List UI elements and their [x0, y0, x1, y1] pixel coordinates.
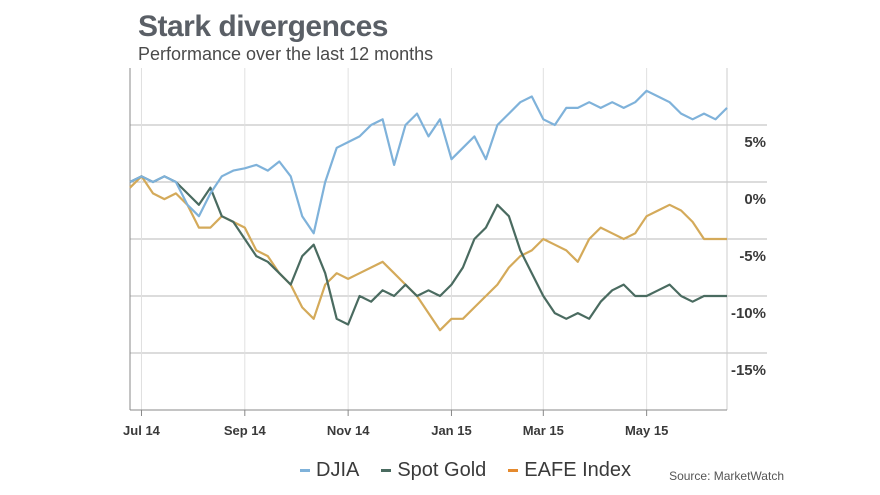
x-tick-label-4: Mar 15 — [523, 423, 564, 438]
legend-label-djia: DJIA — [316, 459, 360, 481]
chart-subtitle: Performance over the last 12 months — [138, 44, 434, 64]
x-tick-label-5: May 15 — [625, 423, 668, 438]
gridlines — [130, 68, 767, 410]
legend: DJIA Spot Gold EAFE Index — [300, 459, 631, 482]
legend-swatch-eafe-index — [508, 469, 519, 472]
legend-item-spot-gold[interactable]: Spot Gold — [381, 459, 486, 482]
legend-swatch-spot-gold — [381, 469, 392, 472]
x-tick-label-1: Sep 14 — [224, 423, 267, 438]
series-lines — [129, 89, 728, 332]
legend-label-spot-gold: Spot Gold — [397, 459, 487, 481]
x-tick-label-3: Jan 15 — [431, 423, 471, 438]
y-tick-label-4: -15% — [731, 362, 766, 379]
legend-item-eafe-index[interactable]: EAFE Index — [508, 459, 631, 482]
legend-label-eafe-index: EAFE Index — [524, 459, 632, 481]
legend-item-djia[interactable]: DJIA — [300, 459, 359, 482]
source-note: Source: MarketWatch — [669, 469, 784, 483]
series-line-djia — [129, 89, 728, 235]
chart-title: Stark divergences — [138, 10, 388, 43]
x-tick-label-2: Nov 14 — [327, 423, 370, 438]
axes — [129, 68, 728, 416]
y-tick-label-3: -10% — [731, 305, 766, 322]
y-tick-label-0: 5% — [744, 134, 766, 151]
y-tick-label-1: 0% — [744, 191, 766, 208]
y-tick-label-2: -5% — [739, 248, 766, 265]
legend-swatch-djia — [300, 469, 310, 472]
series-line-spot-gold — [129, 175, 727, 326]
tick-labels: 5% 0% -5% -10% -15% Jul 14 Sep 14 Nov 14 Jan 15 M… — [123, 134, 766, 438]
series-line-eafe-index — [129, 175, 727, 332]
x-tick-label-0: Jul 14 — [123, 423, 161, 438]
